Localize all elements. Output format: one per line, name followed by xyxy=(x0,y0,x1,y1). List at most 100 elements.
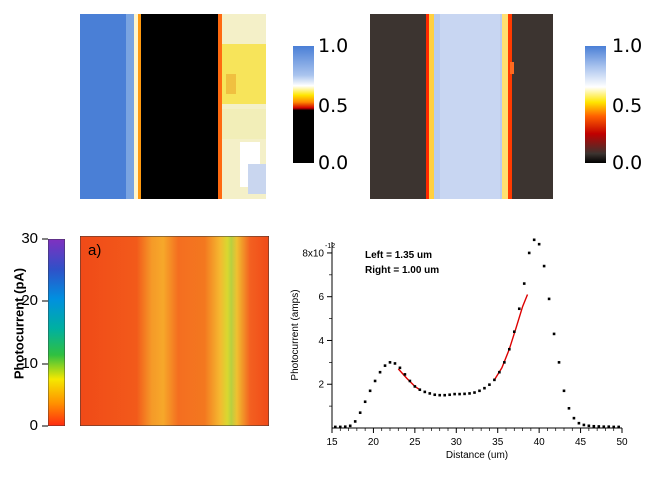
data-point xyxy=(582,423,586,427)
top-right-colorbar-tick-1: 1.0 xyxy=(612,35,643,57)
data-point xyxy=(348,424,352,428)
y-tick-label: 8x10 xyxy=(302,248,324,259)
x-tick-label: 40 xyxy=(534,437,546,448)
y-tick-label: 2 xyxy=(318,380,324,391)
data-point xyxy=(383,364,387,367)
data-point xyxy=(527,251,531,255)
data-point xyxy=(398,366,402,370)
data-point xyxy=(617,425,620,429)
top-left-normalized-map xyxy=(80,14,266,199)
data-point xyxy=(443,393,446,397)
y-axis-label: Photocurrent (amps) xyxy=(290,289,301,380)
fit-curve xyxy=(397,368,421,391)
x-tick-label: 25 xyxy=(409,437,421,448)
photocurrent-map-panel-label: a) xyxy=(88,242,102,259)
data-point xyxy=(542,264,546,268)
photocurrent-profile-chart: 15 20 25 30 35 40 45 50 2 4 6 8x10-12 Distance (um) P… xyxy=(290,238,628,461)
data-point xyxy=(338,425,342,429)
fit-curve xyxy=(493,294,529,381)
top-left-colorbar-tick-2: 0.5 xyxy=(318,95,349,117)
photocurrent-tick-30: 30 xyxy=(21,230,38,247)
x-axis-label: Distance (um) xyxy=(446,450,508,461)
data-point xyxy=(517,307,521,311)
data-point xyxy=(512,330,516,334)
data-point xyxy=(532,238,536,242)
data-point xyxy=(334,425,337,429)
x-tick-label: 30 xyxy=(451,437,463,448)
data-point xyxy=(478,389,481,393)
data-point xyxy=(393,362,397,365)
x-tick-label: 35 xyxy=(492,437,504,448)
photocurrent-tick-0: 0 xyxy=(29,417,38,434)
data-point xyxy=(562,389,566,393)
data-point xyxy=(363,400,367,404)
data-point xyxy=(572,416,576,420)
data-point xyxy=(537,242,541,246)
data-point xyxy=(592,424,596,428)
data-point xyxy=(463,392,466,396)
data-point xyxy=(503,361,506,364)
profile-annotation-left: Left = 1.35 um xyxy=(365,250,432,261)
top-right-colorbar xyxy=(585,46,606,163)
data-point xyxy=(577,421,581,425)
data-point xyxy=(607,425,611,428)
data-point xyxy=(493,378,496,382)
x-tick-label: 50 xyxy=(616,437,628,448)
data-point xyxy=(388,361,392,364)
data-point xyxy=(408,379,412,383)
top-left-colorbar-tick-1: 1.0 xyxy=(318,35,349,57)
data-point xyxy=(587,424,591,428)
data-point xyxy=(433,393,437,397)
data-point xyxy=(612,425,616,429)
data-point xyxy=(567,407,571,410)
data-point xyxy=(498,370,501,374)
data-point xyxy=(423,390,427,394)
data-point xyxy=(358,411,362,414)
plot-fits xyxy=(397,294,529,391)
photocurrent-colorbar-ticks xyxy=(42,238,48,427)
data-point xyxy=(557,361,561,364)
x-tick-label: 20 xyxy=(368,437,380,448)
data-point xyxy=(378,370,382,374)
top-left-colorbar-tick-3: 0.0 xyxy=(318,152,349,174)
profile-annotation-right: Right = 1.00 um xyxy=(365,265,440,276)
data-point xyxy=(547,297,551,301)
data-point xyxy=(453,392,456,396)
x-tick-label: 15 xyxy=(326,437,338,448)
x-tick-label: 45 xyxy=(575,437,587,448)
plot-axes xyxy=(327,242,623,433)
data-point xyxy=(473,391,476,394)
data-point xyxy=(552,332,556,336)
data-point xyxy=(508,347,511,351)
top-right-colorbar-tick-2: 0.5 xyxy=(612,95,643,117)
data-point xyxy=(403,373,407,376)
top-left-colorbar xyxy=(293,46,314,163)
top-right-colorbar-tick-3: 0.0 xyxy=(612,152,643,174)
data-point xyxy=(418,388,422,392)
data-point xyxy=(602,425,606,428)
y-tick-label: 4 xyxy=(318,336,324,347)
data-point xyxy=(458,392,461,396)
data-point xyxy=(373,379,377,383)
data-point xyxy=(597,425,601,428)
plot-points xyxy=(334,238,620,429)
data-point xyxy=(343,425,347,428)
photocurrent-colorbar xyxy=(47,238,66,427)
data-point xyxy=(368,389,372,393)
data-point xyxy=(413,385,417,388)
data-point xyxy=(488,383,491,386)
photocurrent-map: a) xyxy=(80,236,269,426)
data-point xyxy=(448,393,451,397)
data-point xyxy=(483,386,486,390)
y-tick-label: 6 xyxy=(318,292,324,303)
photocurrent-tick-20: 20 xyxy=(21,292,38,309)
data-point xyxy=(353,420,357,423)
y-tick-exponent: -12 xyxy=(325,243,335,250)
photocurrent-tick-10: 10 xyxy=(21,355,38,372)
top-right-normalized-map xyxy=(370,14,553,199)
data-point xyxy=(438,393,442,397)
data-point xyxy=(522,282,526,285)
plot-labels: 15 20 25 30 35 40 45 50 2 4 6 8x10-12 Distance (um) P… xyxy=(290,243,628,461)
data-point xyxy=(468,392,471,395)
data-point xyxy=(428,392,432,395)
